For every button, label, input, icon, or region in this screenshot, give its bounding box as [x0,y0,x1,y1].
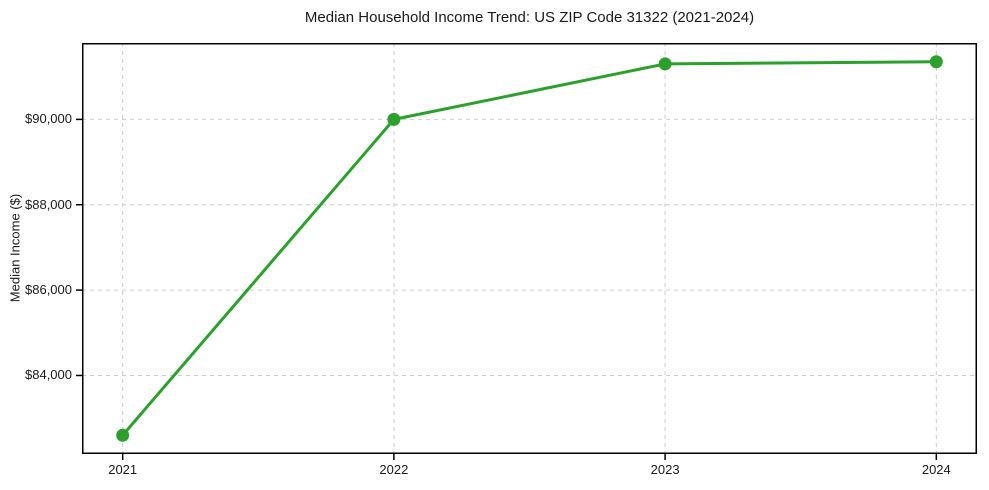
x-tick-label: 2021 [108,462,138,477]
y-tick-label: $90,000 [25,111,72,127]
data-point-marker [658,57,672,71]
y-tick-label: $88,000 [25,196,72,212]
x-tick-label: 2022 [379,462,409,477]
data-point-marker [929,55,943,69]
trend-line [121,60,938,437]
line-chart-svg [76,43,977,460]
y-tick-label: $84,000 [25,367,72,383]
plot-area [76,43,977,460]
x-tick-label: 2023 [650,462,680,477]
x-tick-label: 2024 [921,462,951,477]
data-point-marker [116,428,130,442]
data-point-marker [387,112,401,126]
axes-spines [82,43,977,454]
y-tick-label: $86,000 [25,282,72,298]
chart-title: Median Household Income Trend: US ZIP Co… [304,9,755,26]
